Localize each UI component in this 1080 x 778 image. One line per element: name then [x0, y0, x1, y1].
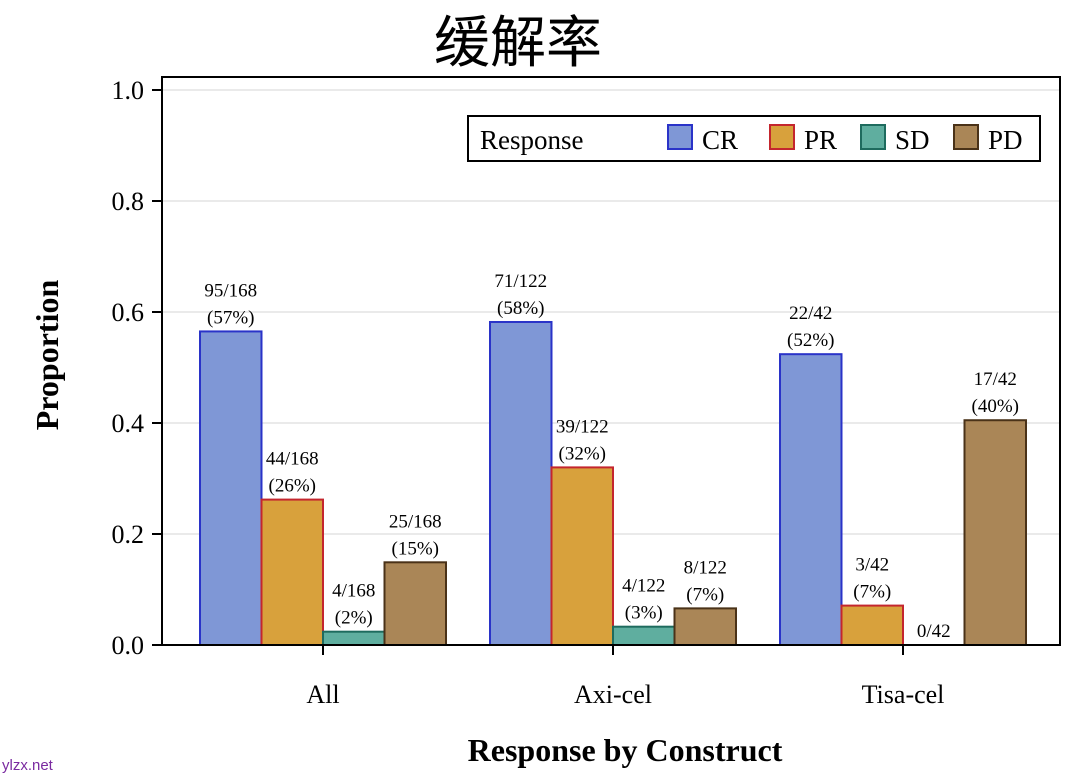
x-axis-title: Response by Construct — [468, 732, 783, 768]
bar-data-label: 3/42 — [855, 555, 889, 576]
legend-swatch-pr — [769, 124, 795, 150]
y-tick-label: 0.2 — [112, 520, 145, 549]
bar-data-label: (7%) — [853, 582, 891, 603]
y-axis-title: Proportion — [29, 280, 65, 431]
legend-label-cr: CR — [702, 125, 738, 155]
bar-data-label: (15%) — [392, 538, 439, 559]
y-tick-label: 0.4 — [112, 409, 145, 438]
bar-data-label: 44/168 — [266, 449, 319, 470]
bar-data-label: (32%) — [559, 443, 606, 464]
grid-lines — [162, 89, 1060, 535]
bar-pd-axi-cel — [673, 607, 737, 646]
watermark: ylzx.net — [2, 757, 54, 774]
y-axis: 0.0 0.2 0.4 0.6 0.8 1.0 — [112, 76, 162, 660]
legend-swatch-sd — [860, 124, 886, 150]
bar-data-label: 39/122 — [556, 416, 609, 437]
legend-label-pr: PR — [804, 125, 837, 155]
chart-title: 缓解率 — [434, 11, 602, 76]
legend: Response CR PR SD PD — [467, 115, 1041, 162]
y-tick-label: 0.8 — [112, 187, 145, 216]
legend-label-pd: PD — [988, 125, 1023, 155]
bar-data-label: 25/168 — [389, 511, 442, 532]
legend-title: Response — [480, 125, 584, 155]
x-tick-label: Axi-cel — [574, 680, 652, 709]
bar-cr-axi-cel — [489, 320, 553, 646]
bar-data-label: 71/122 — [494, 271, 547, 292]
bar-data-label: (40%) — [972, 396, 1019, 417]
x-tick-label: Tisa-cel — [862, 680, 945, 709]
bars — [199, 320, 1027, 646]
y-tick-label: 0.6 — [112, 298, 145, 327]
legend-box — [467, 115, 1041, 162]
bar-sd-axi-cel — [612, 625, 676, 646]
bar-data-label: (52%) — [787, 330, 834, 351]
bar-pr-all — [260, 498, 324, 646]
bar-pd-tisa-cel — [963, 419, 1027, 646]
bar-data-label: 95/168 — [204, 280, 257, 301]
legend-swatch-pd — [953, 124, 979, 150]
bar-cr-tisa-cel — [779, 353, 843, 646]
bar-pr-axi-cel — [550, 466, 614, 646]
bar-data-label: (26%) — [269, 476, 316, 497]
bar-data-label: (3%) — [625, 603, 663, 624]
bar-sd-all — [322, 630, 386, 646]
y-tick-label: 1.0 — [112, 76, 145, 105]
legend-swatch-cr — [667, 124, 693, 150]
bar-data-label: (57%) — [207, 307, 254, 328]
bar-data-label: 17/42 — [974, 369, 1017, 390]
x-axis: All Axi-cel Tisa-cel — [306, 645, 944, 709]
bar-data-label: (58%) — [497, 298, 544, 319]
bar-pd-all — [383, 561, 447, 646]
bar-cr-all — [199, 330, 263, 646]
bar-pr-tisa-cel — [840, 604, 904, 646]
x-tick-label: All — [306, 680, 339, 709]
plot-frame — [161, 76, 1061, 646]
bar-data-label: 4/168 — [332, 581, 375, 602]
bar-data-label: (7%) — [686, 584, 724, 605]
bar-data-label: 0/42 — [917, 621, 951, 642]
bar-data-label: (2%) — [335, 608, 373, 629]
legend-label-sd: SD — [895, 125, 930, 155]
bar-data-label: 4/122 — [622, 576, 665, 597]
bar-labels: 95/168 (57%) 44/168 (26%) 4/168 (2%) 25/168 (15… — [204, 271, 1019, 642]
legend-items: CR PR SD PD — [667, 124, 1023, 155]
bar-data-label: 22/42 — [789, 303, 832, 324]
bar-data-label: 8/122 — [684, 557, 727, 578]
y-tick-label: 0.0 — [112, 631, 145, 660]
